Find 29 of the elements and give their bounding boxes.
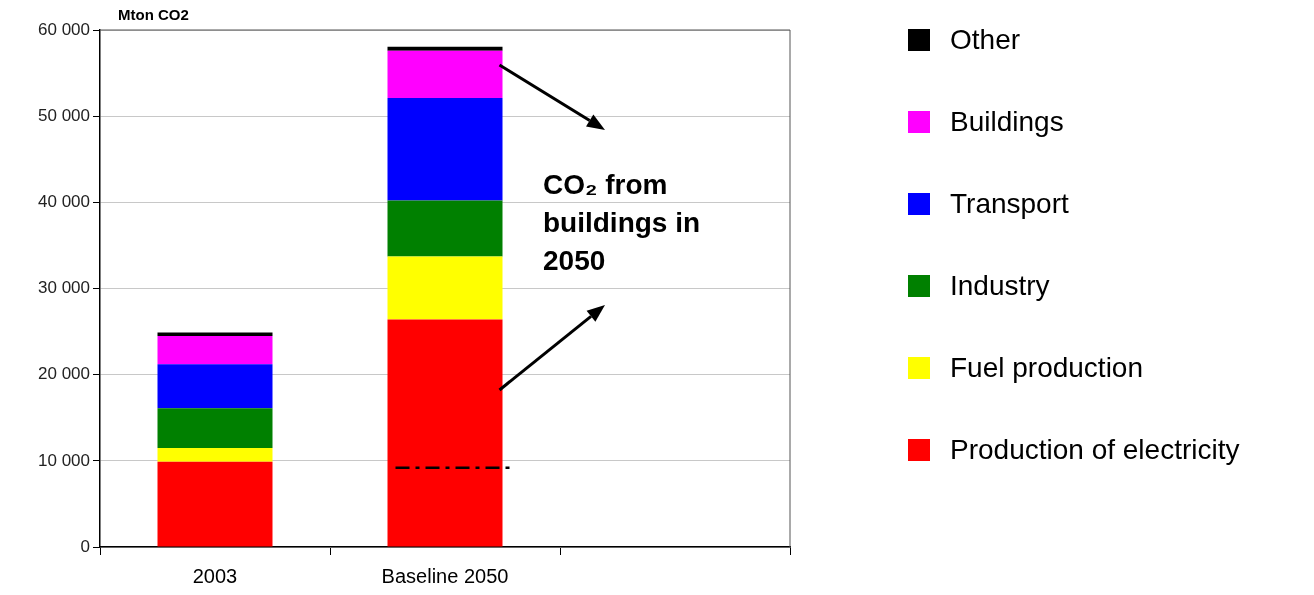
y-tick-label: 50 000	[38, 105, 90, 125]
legend-label: Production of electricity	[950, 434, 1240, 466]
bar	[387, 200, 503, 257]
bar	[157, 364, 273, 409]
y-tick-label: 40 000	[38, 192, 90, 212]
y-tick-label: 10 000	[38, 450, 90, 470]
annotation: CO₂ from buildings in 2050	[543, 168, 702, 278]
y-tick-label: 0	[80, 536, 90, 556]
bar	[157, 447, 273, 462]
bar	[387, 50, 503, 99]
bar	[387, 256, 503, 320]
legend-label: Industry	[950, 270, 1050, 302]
y-tick-label: 20 000	[38, 364, 90, 384]
legend-label: Buildings	[950, 106, 1064, 138]
x-tick-label: Baseline 2050	[381, 564, 509, 587]
bar	[157, 335, 273, 365]
bar	[157, 408, 273, 448]
legend-label: Other	[950, 24, 1021, 56]
bar	[157, 332, 273, 336]
bar	[157, 461, 273, 547]
legend-label: Fuel production	[950, 352, 1144, 384]
y-axis-title: Mton CO2	[118, 6, 189, 23]
y-tick-label: 60 000	[38, 19, 90, 39]
x-tick-label: 2003	[192, 564, 238, 587]
bar	[387, 319, 503, 547]
y-tick-label: 30 000	[38, 278, 90, 298]
bar	[387, 46, 503, 51]
legend-label: Transport	[950, 188, 1069, 220]
bar	[387, 98, 503, 201]
